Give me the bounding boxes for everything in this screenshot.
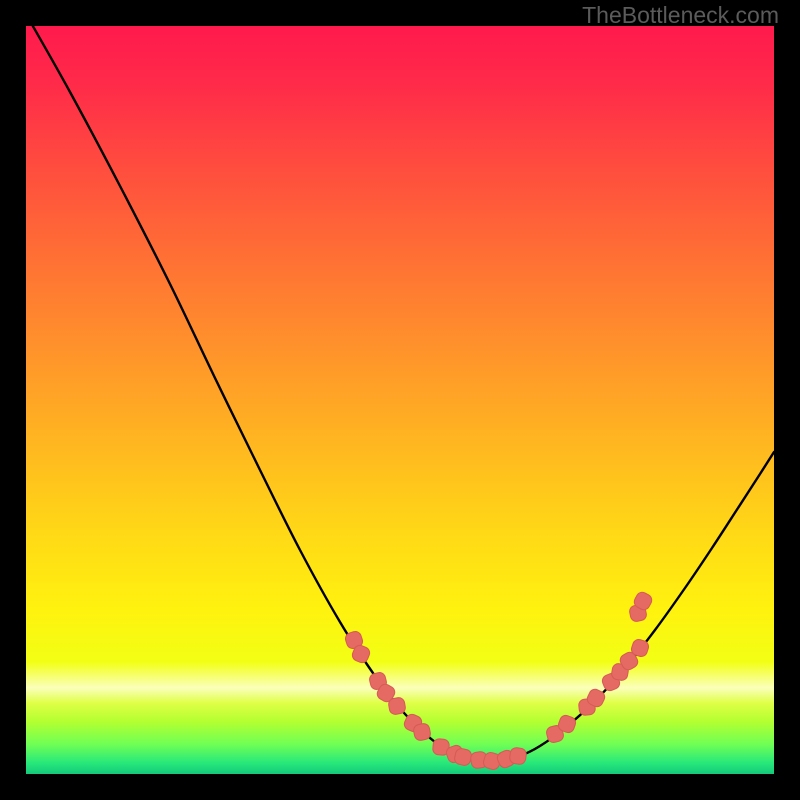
data-marker bbox=[509, 747, 527, 765]
bottleneck-chart bbox=[0, 0, 800, 800]
data-marker bbox=[388, 697, 407, 716]
plot-area bbox=[26, 14, 774, 774]
gradient-background bbox=[26, 26, 774, 774]
watermark-text: TheBottleneck.com bbox=[582, 2, 779, 29]
